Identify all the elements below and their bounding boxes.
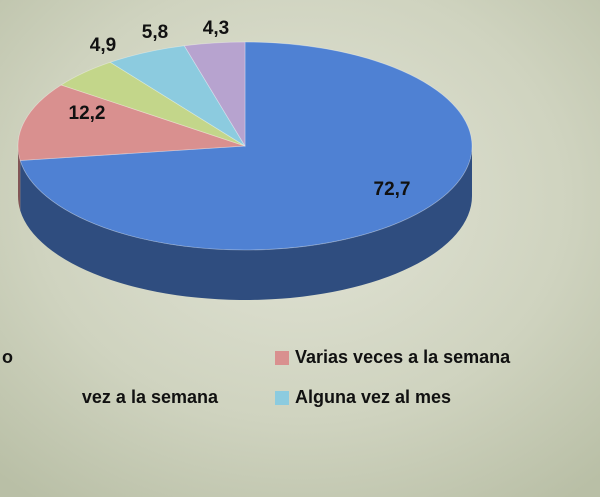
legend-label: Alguna vez al mes <box>295 387 451 407</box>
pie-slice <box>183 41 246 148</box>
legend-label: vez a la semana <box>82 387 219 407</box>
pie-slice <box>60 61 246 147</box>
data-label: 4,9 <box>90 35 116 56</box>
data-label: 4,3 <box>203 18 229 39</box>
legend-swatch <box>275 391 289 405</box>
data-label: 72,7 <box>374 179 411 200</box>
legend-swatch <box>275 351 289 365</box>
pie-slice <box>17 84 246 161</box>
legend-label: o <box>2 347 13 367</box>
data-label: 5,8 <box>142 22 168 43</box>
pie-side <box>18 146 21 211</box>
pie-slice <box>19 41 473 251</box>
pie-slice <box>109 45 246 147</box>
pie-side <box>20 146 473 300</box>
data-label: 12,2 <box>69 103 106 124</box>
legend-label: Varias veces a la semana <box>295 347 511 367</box>
